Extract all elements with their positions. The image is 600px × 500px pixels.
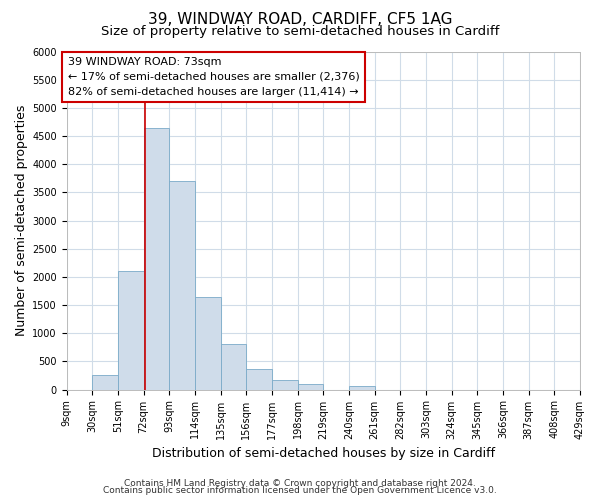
Bar [143, 128, 169, 390]
Text: Size of property relative to semi-detached houses in Cardiff: Size of property relative to semi-detach… [101, 25, 499, 38]
X-axis label: Distribution of semi-detached houses by size in Cardiff: Distribution of semi-detached houses by … [152, 447, 495, 460]
Bar [118, 271, 143, 390]
Bar [298, 384, 323, 390]
Text: Contains public sector information licensed under the Open Government Licence v3: Contains public sector information licen… [103, 486, 497, 495]
Text: 39, WINDWAY ROAD, CARDIFF, CF5 1AG: 39, WINDWAY ROAD, CARDIFF, CF5 1AG [148, 12, 452, 28]
Y-axis label: Number of semi-detached properties: Number of semi-detached properties [15, 105, 28, 336]
Bar [349, 386, 374, 390]
Bar [195, 296, 221, 390]
Text: Contains HM Land Registry data © Crown copyright and database right 2024.: Contains HM Land Registry data © Crown c… [124, 478, 476, 488]
Bar [92, 376, 118, 390]
Bar [169, 181, 195, 390]
Bar [221, 344, 247, 390]
Bar [247, 368, 272, 390]
Bar [272, 380, 298, 390]
Text: 39 WINDWAY ROAD: 73sqm
← 17% of semi-detached houses are smaller (2,376)
82% of : 39 WINDWAY ROAD: 73sqm ← 17% of semi-det… [68, 57, 359, 96]
